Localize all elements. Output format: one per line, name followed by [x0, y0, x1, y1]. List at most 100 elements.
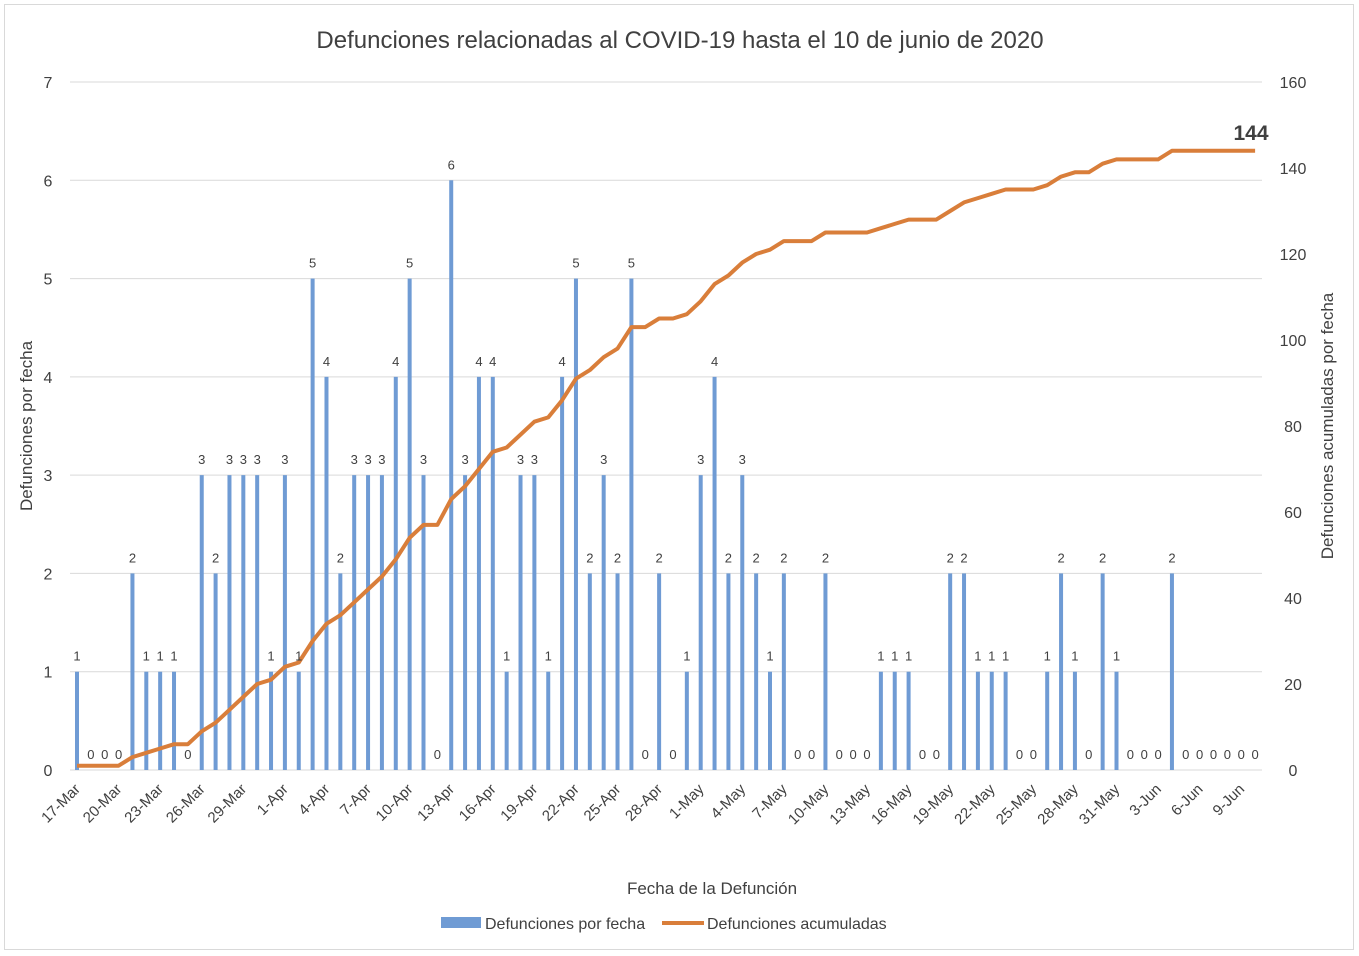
bar-data-label: 0	[1141, 747, 1148, 762]
bar	[892, 671, 897, 770]
bar-data-label: 5	[628, 256, 635, 271]
y2-tick-label: 160	[1280, 75, 1307, 92]
bar-data-label: 1	[170, 649, 177, 664]
y2-tick-label: 0	[1289, 763, 1298, 780]
x-tick-label: 17-Mar	[38, 781, 84, 827]
x-tick-label: 23-Mar	[121, 781, 167, 827]
y2-tick-label: 80	[1284, 419, 1302, 436]
bar	[906, 671, 911, 770]
legend-label-bar: Defunciones por fecha	[485, 916, 645, 933]
bar	[227, 475, 232, 770]
bar-data-label: 0	[1224, 747, 1231, 762]
bar-data-label: 0	[115, 747, 122, 762]
y-tick-label: 2	[44, 566, 53, 583]
bar	[560, 376, 565, 770]
bar	[324, 376, 329, 770]
bar-data-label: 0	[434, 747, 441, 762]
bar	[601, 475, 606, 770]
bar-data-label: 3	[420, 452, 427, 467]
bar	[393, 376, 398, 770]
bar	[144, 671, 149, 770]
bar-data-label: 2	[586, 550, 593, 565]
bar-data-label: 1	[157, 649, 164, 664]
x-tick-label: 13-Apr	[414, 781, 458, 825]
bar-data-label: 0	[836, 747, 843, 762]
x-tick-label: 29-Mar	[205, 781, 251, 827]
bar-data-label: 1	[1113, 649, 1120, 664]
y2-tick-label: 120	[1280, 247, 1307, 264]
bar-data-label: 0	[1127, 747, 1134, 762]
bar-data-label: 0	[1251, 747, 1258, 762]
bar	[781, 573, 786, 770]
bar-data-label: 0	[101, 747, 108, 762]
bar-data-label: 1	[683, 649, 690, 664]
bar	[823, 573, 828, 770]
bar-data-label: 0	[919, 747, 926, 762]
bar	[1059, 573, 1064, 770]
bar-data-label: 1	[503, 649, 510, 664]
legend-swatch-bar	[441, 917, 481, 928]
x-tick-label: 6-Jun	[1168, 781, 1207, 820]
bar	[754, 573, 759, 770]
bar-data-label: 3	[517, 452, 524, 467]
bar-data-label: 0	[794, 747, 801, 762]
bar-data-label: 3	[461, 452, 468, 467]
bar-data-label: 1	[267, 649, 274, 664]
bar-data-label: 2	[753, 550, 760, 565]
x-tick-label: 4-Apr	[295, 781, 333, 819]
y2-tick-label: 140	[1280, 161, 1307, 178]
bar-data-label: 3	[240, 452, 247, 467]
bar	[241, 475, 246, 770]
bar	[366, 475, 371, 770]
bar	[130, 573, 135, 770]
bar	[449, 180, 454, 771]
bar	[463, 475, 468, 770]
y-tick-label: 5	[44, 272, 53, 289]
bar	[878, 671, 883, 770]
bar-data-label: 3	[281, 452, 288, 467]
x-tick-label: 25-Apr	[581, 781, 625, 825]
bar-data-label: 6	[448, 157, 455, 172]
bar-data-label: 4	[323, 354, 330, 369]
x-tick-label: 25-May	[993, 780, 1041, 828]
bar-data-label: 0	[1085, 747, 1092, 762]
bar-data-label: 0	[87, 747, 94, 762]
x-tick-label: 10-May	[785, 780, 833, 828]
bar-data-label: 3	[697, 452, 704, 467]
bar	[1003, 671, 1008, 770]
y-tick-label: 4	[44, 370, 53, 387]
bar	[962, 573, 967, 770]
bar-data-label: 2	[337, 550, 344, 565]
bar	[296, 671, 301, 770]
legend-label-line: Defunciones acumuladas	[707, 916, 887, 933]
bar	[712, 376, 717, 770]
bar-data-label: 0	[184, 747, 191, 762]
bar	[504, 671, 509, 770]
x-tick-label: 28-May	[1034, 780, 1082, 828]
bar-data-label: 3	[364, 452, 371, 467]
bar-data-label: 2	[614, 550, 621, 565]
bar	[1072, 671, 1077, 770]
bar	[740, 475, 745, 770]
x-tick-label: 4-May	[708, 780, 750, 822]
bar	[768, 671, 772, 770]
chart-title: Defunciones relacionadas al COVID-19 has…	[316, 27, 1043, 54]
bar	[75, 671, 79, 770]
bar	[476, 376, 481, 770]
bar-data-label: 1	[988, 649, 995, 664]
bar	[199, 475, 204, 770]
bar	[421, 475, 426, 770]
bar-data-label: 1	[766, 649, 773, 664]
bar	[1100, 573, 1105, 770]
bar-data-label: 0	[1196, 747, 1203, 762]
bar	[352, 475, 357, 770]
y2-tick-label: 100	[1280, 333, 1307, 350]
bar-data-label: 1	[143, 649, 150, 664]
bar-data-label: 0	[1238, 747, 1245, 762]
bar	[948, 573, 953, 770]
bar-data-label: 1	[905, 649, 912, 664]
cumulative-line	[77, 148, 1256, 768]
bar-data-label: 0	[933, 747, 940, 762]
bar-data-label: 4	[475, 354, 482, 369]
bar-data-label: 4	[489, 354, 496, 369]
